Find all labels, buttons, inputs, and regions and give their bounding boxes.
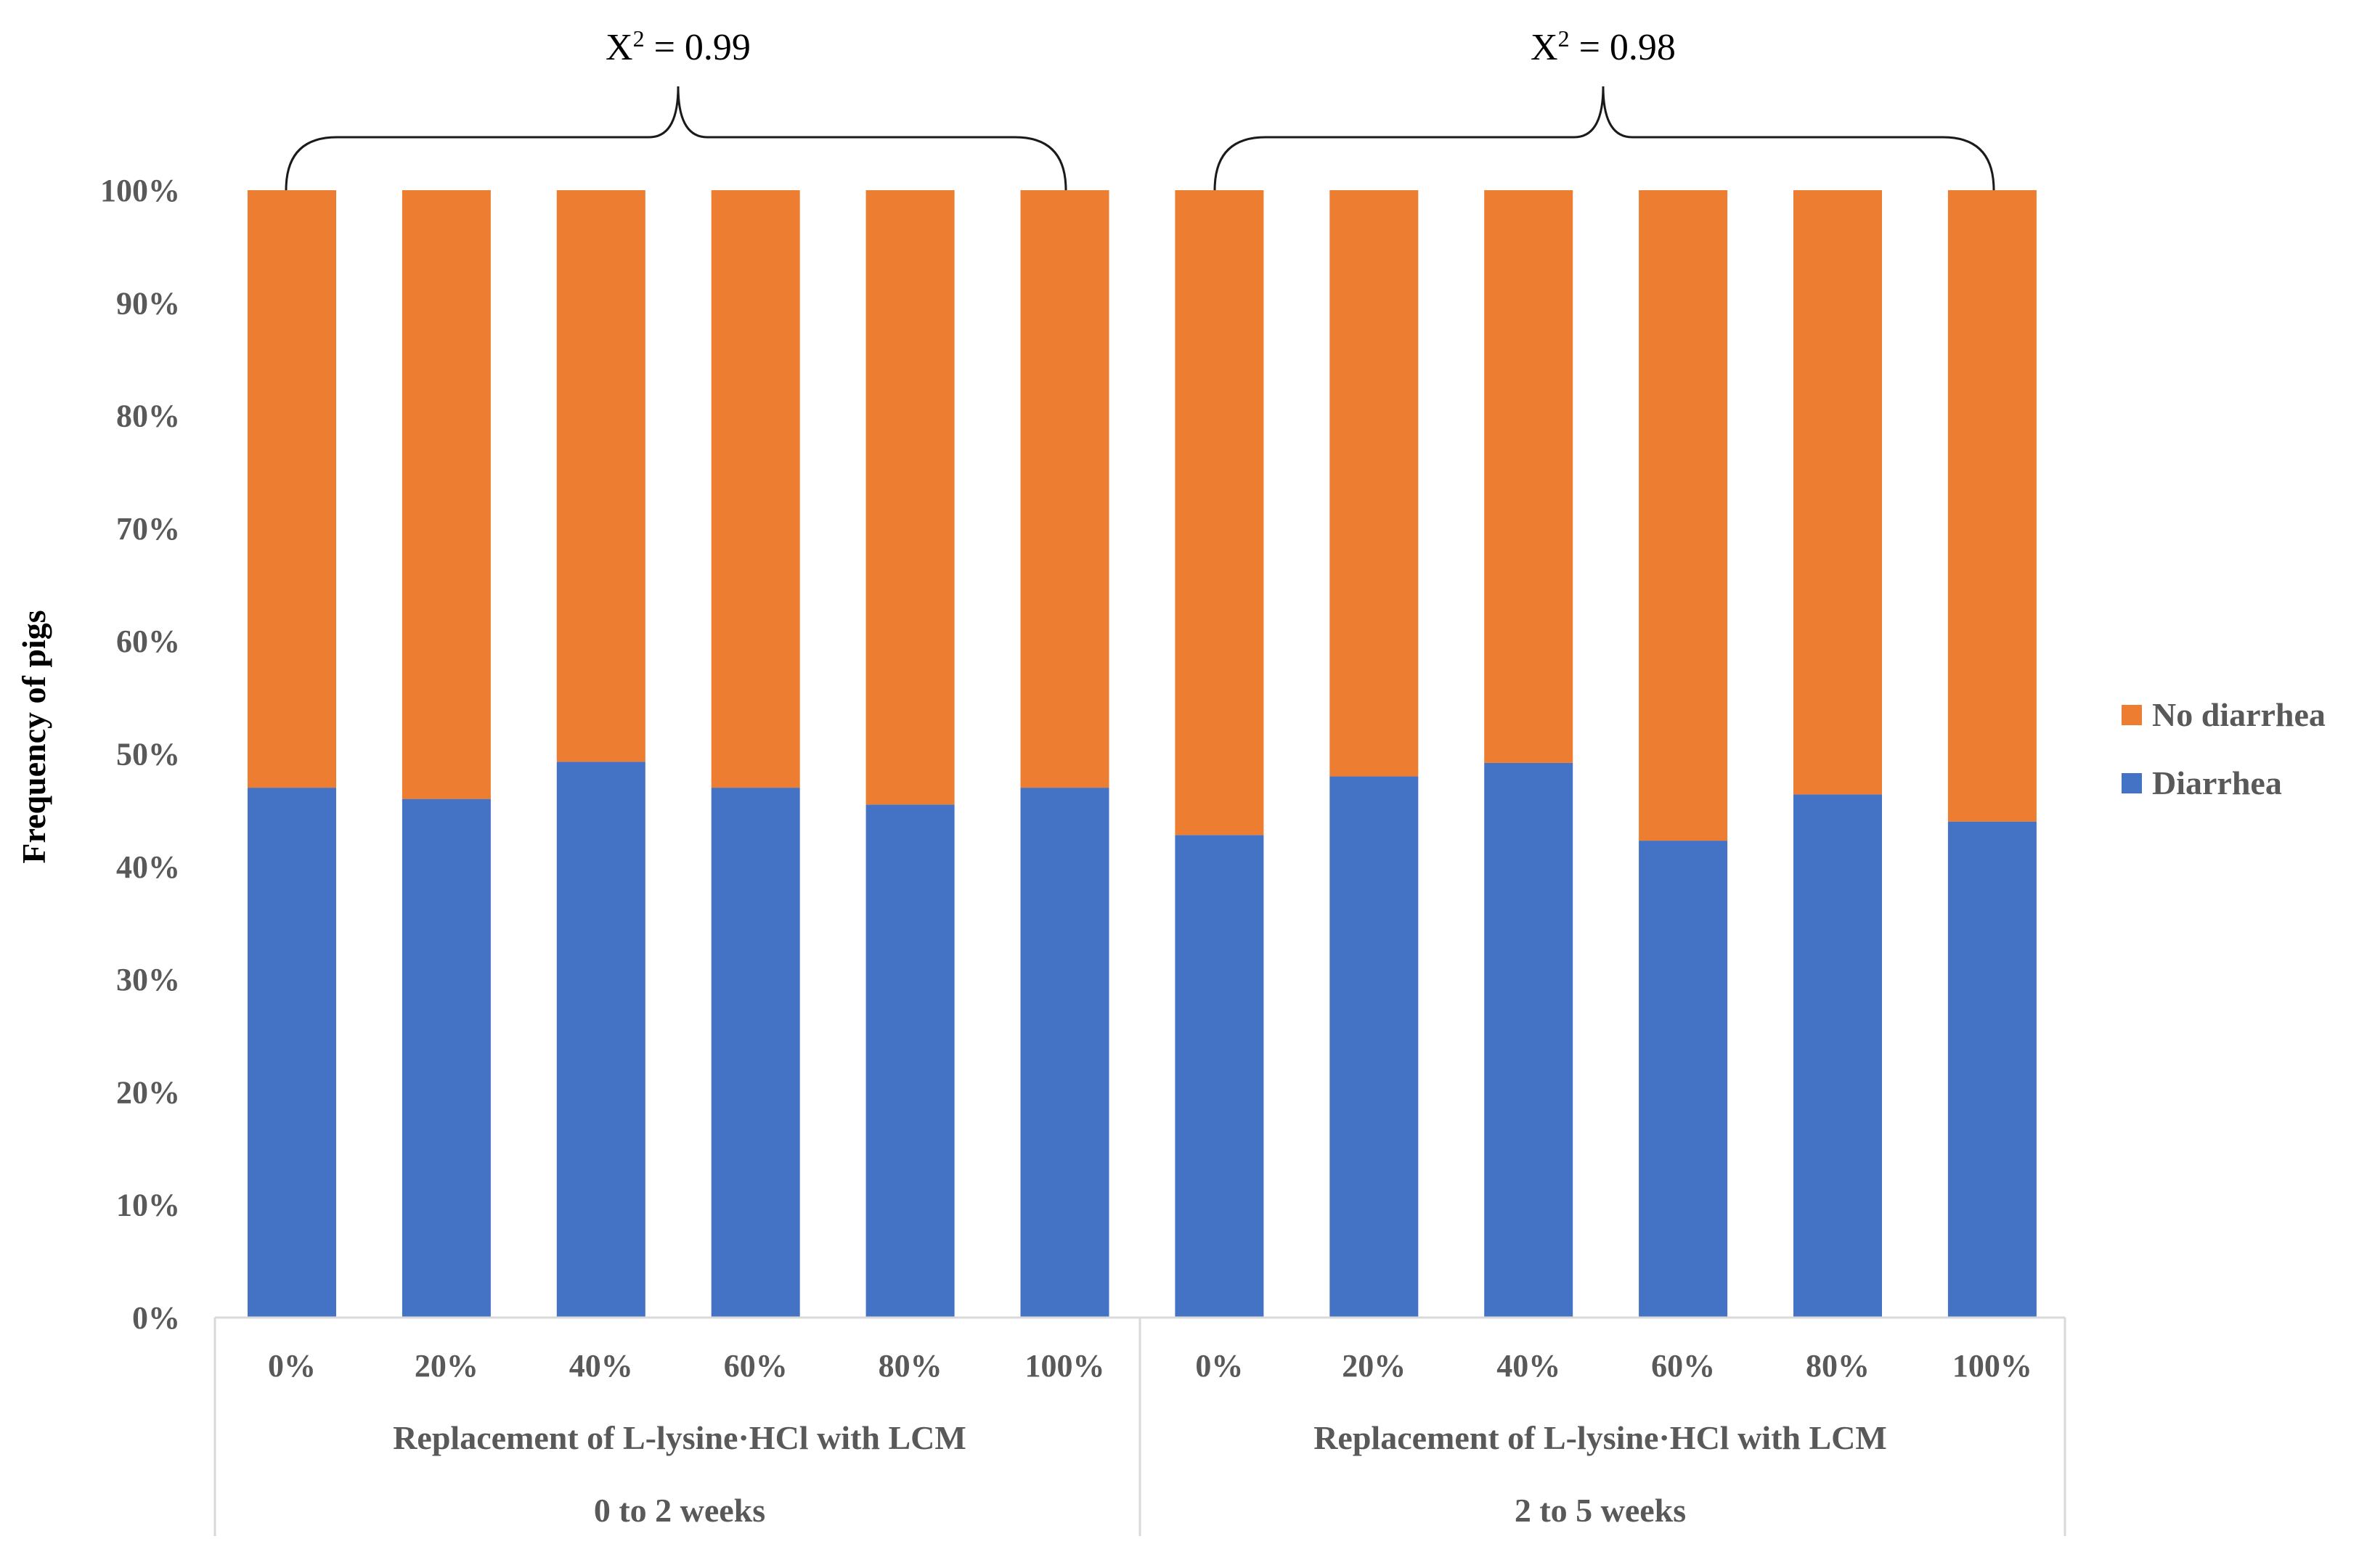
x-tick-label: 60% <box>724 1348 788 1384</box>
bar-diarrhea <box>248 788 336 1318</box>
bar-diarrhea <box>711 788 800 1318</box>
x-tick-label: 20% <box>415 1348 478 1384</box>
bar-no-diarrhea <box>248 190 336 788</box>
x-tick-label: 40% <box>569 1348 633 1384</box>
group-label: Replacement of L-lysine·HCl with LCM <box>393 1419 966 1456</box>
bar-no-diarrhea <box>1175 190 1264 836</box>
group-period-label: 2 to 5 weeks <box>1515 1492 1686 1529</box>
y-tick-label: 60% <box>116 624 180 659</box>
bar-diarrhea <box>402 799 491 1318</box>
legend-label: Diarrhea <box>2152 764 2282 801</box>
bar-no-diarrhea <box>556 190 645 762</box>
curly-bracket <box>1213 86 1995 191</box>
group-label: Replacement of L-lysine·HCl with LCM <box>1313 1419 1887 1456</box>
x-tick-label: 100% <box>1025 1348 1105 1384</box>
bar-no-diarrhea <box>1947 190 2037 822</box>
y-tick-label: 30% <box>116 962 180 997</box>
y-tick-label: 50% <box>116 737 180 772</box>
bar-no-diarrhea <box>1020 190 1109 788</box>
chi-square-label: X2 = 0.98 <box>1531 25 1676 68</box>
bar-no-diarrhea <box>1639 190 1728 841</box>
x-tick-label: 100% <box>1952 1348 2032 1384</box>
bar-no-diarrhea <box>1484 190 1573 763</box>
legend-swatch <box>2122 705 2142 725</box>
bar-diarrhea <box>1484 762 1573 1318</box>
bars-layer <box>248 190 2037 1318</box>
y-tick-label: 0% <box>132 1300 180 1336</box>
bar-diarrhea <box>556 761 645 1318</box>
bar-diarrhea <box>1175 835 1264 1318</box>
x-tick-label: 80% <box>879 1348 942 1384</box>
bar-diarrhea <box>1329 776 1419 1318</box>
bar-diarrhea <box>1947 821 2037 1318</box>
bar-diarrhea <box>1793 794 1882 1318</box>
group-period-label: 0 to 2 weeks <box>594 1492 765 1529</box>
curly-bracket <box>285 86 1067 191</box>
bar-diarrhea <box>1020 788 1109 1318</box>
y-tick-label: 80% <box>116 399 180 434</box>
y-tick-label: 20% <box>116 1074 180 1110</box>
y-tick-label: 90% <box>116 285 180 321</box>
bar-no-diarrhea <box>1329 190 1419 777</box>
x-tick-label: 0% <box>268 1348 316 1384</box>
y-axis-label: Frequency of pigs <box>15 610 52 863</box>
bar-no-diarrhea <box>1793 190 1882 795</box>
y-tick-label: 100% <box>100 173 180 208</box>
annotations-layer: X2 = 0.99 X2 = 0.98 <box>285 25 1995 191</box>
chi-square-label: X2 = 0.99 <box>606 25 751 68</box>
legend: No diarrhea Diarrhea <box>2122 696 2326 801</box>
x-tick-label: 40% <box>1496 1348 1560 1384</box>
bar-diarrhea <box>865 804 955 1318</box>
x-tick-label: 0% <box>1195 1348 1243 1384</box>
x-tick-label: 20% <box>1342 1348 1406 1384</box>
bar-diarrhea <box>1639 841 1728 1318</box>
bar-no-diarrhea <box>711 190 800 788</box>
y-tick-label: 10% <box>116 1188 180 1223</box>
bar-no-diarrhea <box>402 190 491 799</box>
y-tick-label: 70% <box>116 511 180 547</box>
legend-label: No diarrhea <box>2152 696 2326 733</box>
axes-layer: 0% 10% 20% 30% 40% 50% 60% 70% 80% 90% 100% 0% 20% 40… <box>100 173 2066 1536</box>
x-tick-label: 80% <box>1806 1348 1870 1384</box>
y-tick-label: 40% <box>116 849 180 885</box>
legend-swatch <box>2122 773 2142 793</box>
x-tick-label: 60% <box>1651 1348 1715 1384</box>
bar-no-diarrhea <box>865 190 955 805</box>
